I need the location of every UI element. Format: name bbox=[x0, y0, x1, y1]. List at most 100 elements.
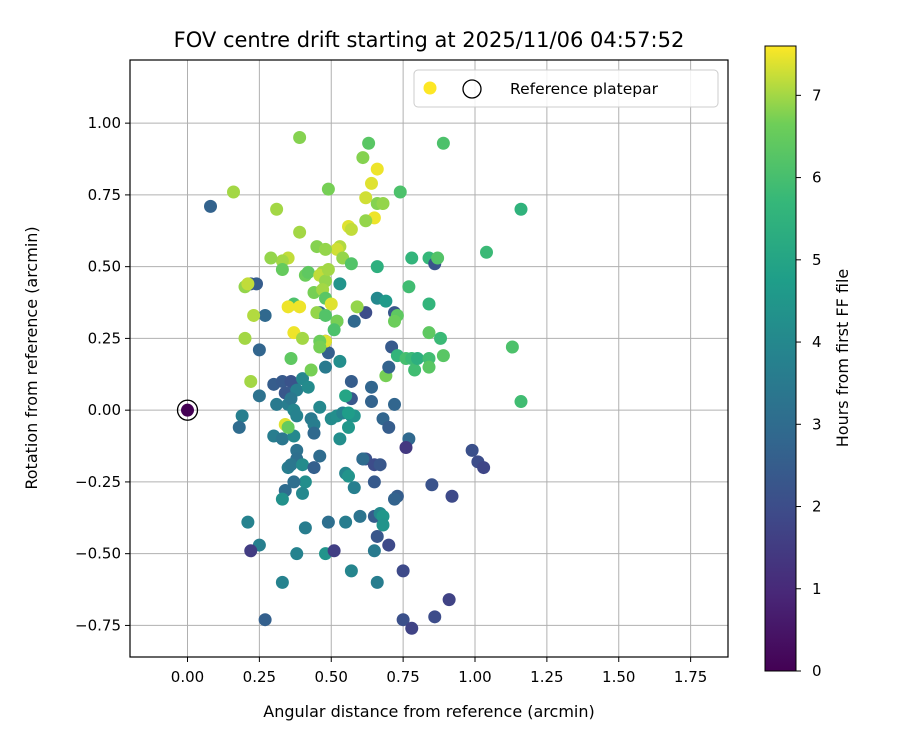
data-point bbox=[241, 515, 255, 529]
y-axis-label: Rotation from reference (arcmin) bbox=[22, 226, 41, 489]
colorbar-ticks: 0 1 2 3 4 5 6 7 bbox=[796, 86, 822, 680]
plot-frame bbox=[129, 59, 729, 658]
data-point bbox=[264, 251, 278, 265]
data-point bbox=[396, 613, 410, 627]
colorbar-tick-label: 4 bbox=[812, 333, 822, 351]
data-point bbox=[342, 420, 355, 434]
data-point bbox=[411, 352, 424, 365]
data-point bbox=[422, 326, 436, 340]
data-point bbox=[281, 420, 295, 434]
data-point bbox=[353, 509, 367, 523]
data-point bbox=[252, 343, 266, 357]
data-point bbox=[356, 151, 370, 165]
y-tick-label: 0.75 bbox=[88, 186, 121, 204]
data-point bbox=[333, 432, 347, 446]
data-point bbox=[436, 136, 450, 150]
data-point bbox=[376, 518, 390, 532]
x-tick-label: 0.50 bbox=[315, 668, 348, 686]
data-point bbox=[367, 544, 381, 558]
data-point bbox=[319, 308, 332, 322]
data-point bbox=[367, 475, 381, 489]
data-point bbox=[313, 400, 327, 414]
y-axis-ticks: −0.75 −0.50 −0.25 0.00 0.25 0.50 0.75 1.00 bbox=[75, 114, 130, 634]
data-point bbox=[321, 515, 335, 529]
data-point bbox=[376, 197, 390, 211]
y-tick-label: 0.50 bbox=[88, 258, 121, 276]
y-tick-label: −0.25 bbox=[75, 473, 121, 491]
data-point bbox=[252, 389, 266, 403]
data-point bbox=[342, 469, 355, 483]
data-point bbox=[319, 242, 332, 256]
data-point bbox=[370, 260, 384, 274]
data-point bbox=[284, 458, 298, 472]
data-point bbox=[270, 397, 284, 411]
x-tick-label: 1.00 bbox=[458, 668, 491, 686]
legend-marker-reference bbox=[462, 79, 482, 99]
data-point bbox=[270, 202, 284, 216]
x-tick-label: 0.75 bbox=[386, 668, 419, 686]
data-point bbox=[275, 263, 289, 277]
data-point bbox=[480, 245, 493, 259]
data-point bbox=[241, 277, 255, 291]
data-point bbox=[388, 397, 401, 411]
data-point bbox=[238, 331, 252, 345]
data-point bbox=[431, 251, 445, 265]
y-tick-label: −0.75 bbox=[75, 616, 121, 634]
data-point bbox=[465, 443, 479, 457]
data-point bbox=[347, 314, 361, 328]
data-point bbox=[333, 277, 347, 291]
data-point bbox=[362, 136, 376, 150]
data-point bbox=[445, 489, 459, 503]
legend: Reference platepar bbox=[413, 69, 719, 108]
data-point bbox=[344, 564, 358, 578]
y-tick-label: 0.25 bbox=[88, 329, 121, 347]
data-point bbox=[324, 297, 338, 311]
data-point bbox=[396, 564, 410, 578]
x-axis-ticks: 0.00 0.25 0.50 0.75 1.00 1.25 1.50 1.75 bbox=[171, 657, 707, 686]
data-point bbox=[307, 426, 321, 440]
data-point bbox=[365, 380, 378, 394]
data-point bbox=[344, 374, 358, 388]
data-point bbox=[382, 360, 396, 374]
x-tick-label: 1.25 bbox=[530, 668, 563, 686]
data-point bbox=[307, 461, 321, 475]
data-point bbox=[344, 222, 358, 236]
data-point bbox=[373, 458, 387, 472]
x-axis-label: Angular distance from reference (arcmin) bbox=[263, 702, 594, 721]
colorbar-tick-label: 5 bbox=[812, 251, 822, 269]
data-point bbox=[428, 610, 442, 624]
data-point bbox=[393, 185, 407, 199]
data-point bbox=[365, 176, 378, 190]
data-point bbox=[296, 486, 309, 500]
data-point bbox=[350, 300, 364, 314]
data-point bbox=[204, 199, 217, 213]
data-point bbox=[244, 374, 258, 388]
data-point bbox=[301, 380, 315, 394]
data-point bbox=[339, 389, 353, 403]
data-point bbox=[344, 257, 358, 271]
data-points bbox=[176, 130, 528, 635]
data-point bbox=[232, 420, 246, 434]
legend-label-reference: Reference platepar bbox=[510, 80, 659, 98]
data-point bbox=[290, 409, 304, 423]
data-point bbox=[365, 395, 378, 409]
data-point bbox=[281, 300, 295, 314]
y-tick-label: 1.00 bbox=[88, 114, 121, 132]
data-point bbox=[235, 409, 249, 423]
data-point bbox=[405, 251, 419, 265]
data-point bbox=[290, 547, 304, 561]
data-point bbox=[514, 395, 528, 409]
data-point bbox=[402, 280, 416, 294]
colorbar: 0 1 2 3 4 5 6 7 Hours from first FF file bbox=[764, 45, 852, 680]
data-point bbox=[293, 300, 307, 314]
x-tick-label: 1.50 bbox=[602, 668, 635, 686]
data-point bbox=[301, 265, 315, 279]
data-point bbox=[422, 360, 436, 374]
data-point bbox=[298, 521, 312, 535]
y-tick-label: 0.00 bbox=[88, 401, 121, 419]
data-point bbox=[359, 191, 373, 205]
data-point bbox=[370, 529, 384, 543]
legend-marker-points bbox=[423, 81, 437, 95]
data-point bbox=[436, 349, 450, 363]
data-point bbox=[342, 406, 355, 420]
